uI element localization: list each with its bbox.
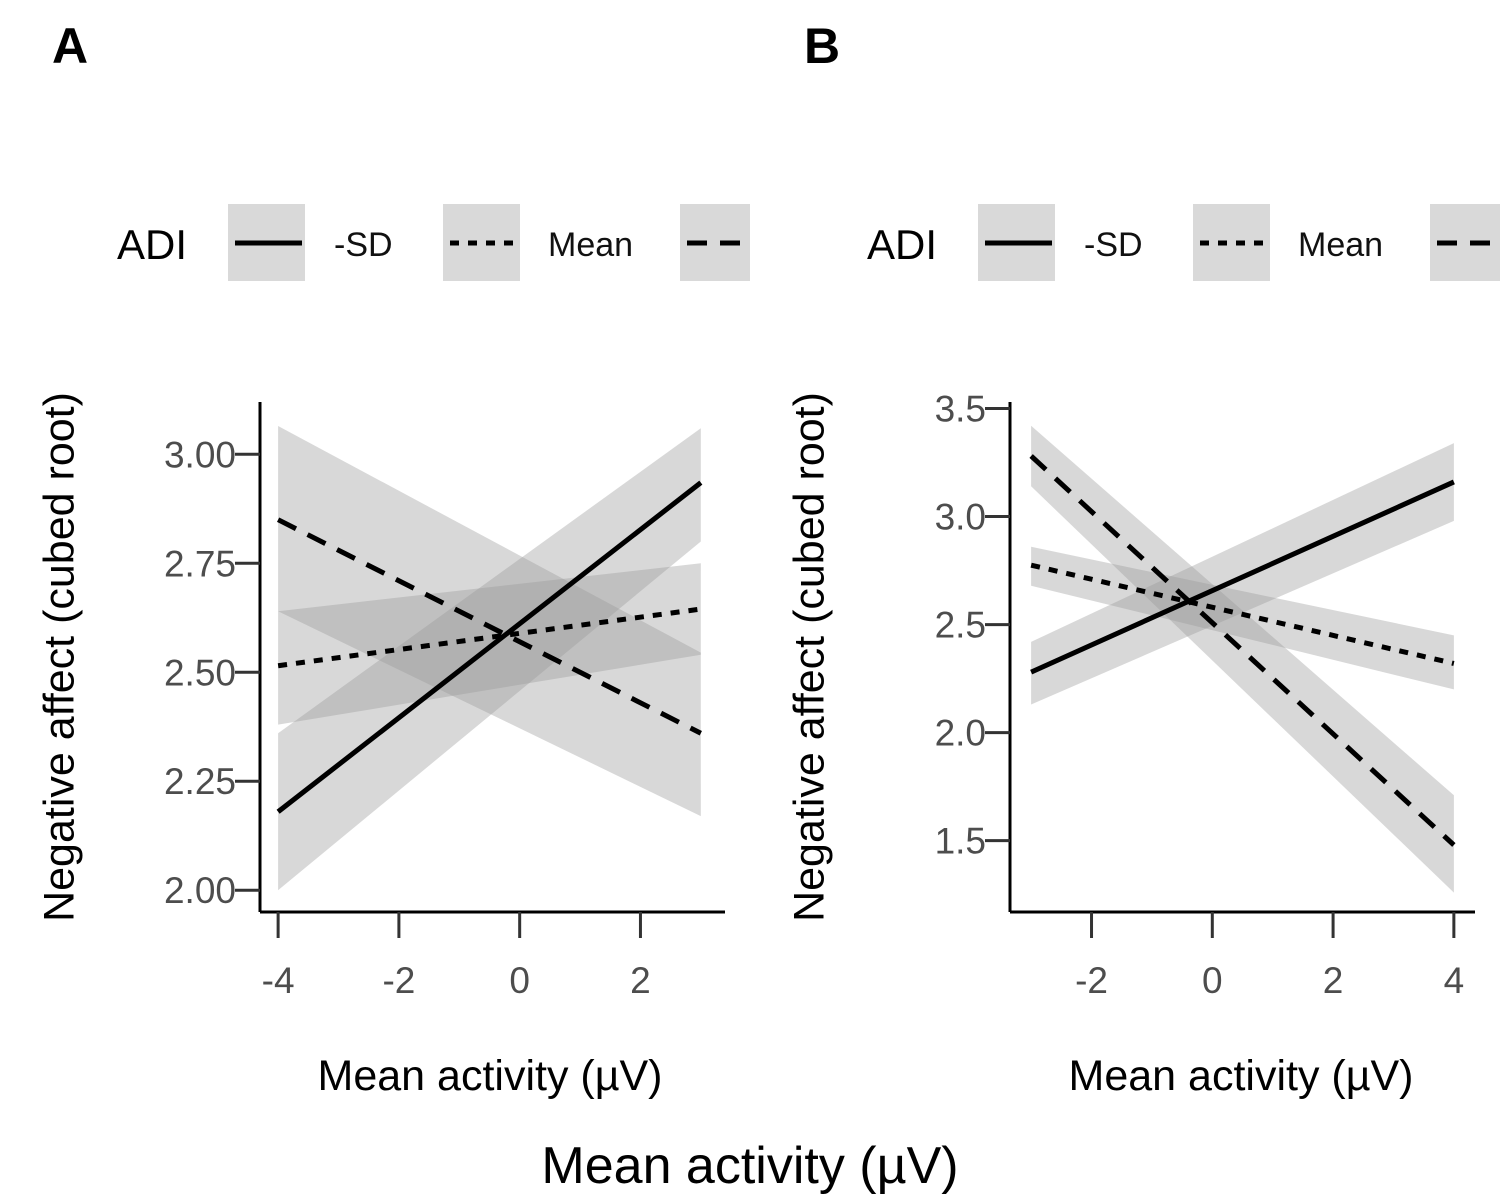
confidence-band-dotted [278,563,701,725]
x-axis-title: Mean activity (µV) [318,1052,663,1100]
confidence-band-solid [278,428,701,891]
shared-x-axis-title: Mean activity (µV) [541,1137,958,1195]
series-line-dashed [276,517,702,736]
confidence-band-dotted [1031,546,1454,690]
x-tick-label: -4 [262,960,295,1001]
x-tick-label: 2 [630,960,651,1001]
series-lines [1029,454,1456,847]
y-tick-label: 2.50 [164,652,236,693]
y-tick-label: 2.0 [935,713,986,754]
x-tick-label: 0 [1202,960,1223,1001]
panel-label: A [52,18,88,74]
legend-label: Mean [1298,226,1383,264]
y-tick-label: 2.00 [164,870,236,911]
y-tick-label: 1.5 [935,821,986,862]
panel-a: A ADI -SD Mean 2.00 2.25 2.50 2.75 3.00 -4 -2 0 2 Mea… [35,18,750,1100]
y-tick-label: 2.75 [164,543,236,584]
legend: ADI -SD Mean [117,204,750,281]
y-tick-label: 3.0 [935,497,986,538]
x-tick-label: 2 [1323,960,1344,1001]
y-axis-title: Negative affect (cubed root) [785,392,833,922]
y-axis-title: Negative affect (cubed root) [35,392,83,922]
legend: ADI -SD Mean [867,204,1500,281]
x-tick-label: 4 [1444,960,1465,1001]
confidence-band-dashed [1031,425,1454,893]
series-line-solid [276,480,703,814]
x-tick-label: -2 [382,960,415,1001]
y-tick-label: 3.00 [164,434,236,475]
legend-label: -SD [334,226,393,264]
legend-label: Mean [548,226,633,264]
y-tick-label: 2.25 [164,761,236,802]
y-tick-label: 2.5 [935,605,986,646]
series-line-solid [1030,479,1455,675]
x-axis-title: Mean activity (µV) [1069,1052,1414,1100]
confidence-band-dashed [278,426,701,817]
x-tick-label: 0 [509,960,530,1001]
legend-title: ADI [117,221,187,268]
panel-b: B ADI -SD Mean 1.5 2.0 2.5 3.0 3.5 -2 0 2 4 Mean acti… [785,18,1500,1100]
legend-label: -SD [1084,226,1143,264]
series-line-dashed [1029,454,1456,847]
x-tick-label: -2 [1075,960,1108,1001]
legend-title: ADI [867,221,937,268]
confidence-bands [1031,425,1454,893]
y-tick-label: 3.5 [935,388,986,429]
series-lines [276,480,703,814]
series-line-dotted [1030,562,1455,666]
panel-label: B [804,18,840,74]
confidence-band-solid [1031,443,1454,705]
confidence-bands [278,426,701,891]
